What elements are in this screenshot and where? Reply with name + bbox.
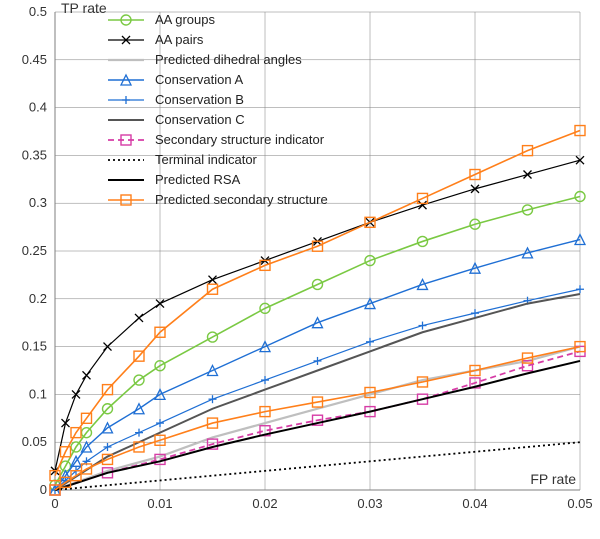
svg-text:0.01: 0.01 bbox=[147, 496, 172, 511]
svg-text:0.05: 0.05 bbox=[567, 496, 592, 511]
svg-text:0.35: 0.35 bbox=[22, 147, 47, 162]
svg-text:0.15: 0.15 bbox=[22, 339, 47, 354]
svg-text:FP rate: FP rate bbox=[530, 471, 576, 487]
svg-text:0.5: 0.5 bbox=[29, 4, 47, 19]
roc-chart: 0 0.01 0.02 0.03 0.04 0.05 0 0.05 0.1 0.15 0.2 0.25… bbox=[0, 0, 600, 539]
svg-text:0.05: 0.05 bbox=[22, 434, 47, 449]
svg-text:0.04: 0.04 bbox=[462, 496, 487, 511]
legend-label: Terminal indicator bbox=[155, 152, 258, 167]
svg-text:0.2: 0.2 bbox=[29, 291, 47, 306]
legend-label: AA pairs bbox=[155, 32, 204, 47]
svg-text:0.1: 0.1 bbox=[29, 386, 47, 401]
legend-label: Predicted secondary structure bbox=[155, 192, 328, 207]
legend-label: Conservation A bbox=[155, 72, 243, 87]
svg-text:TP rate: TP rate bbox=[61, 0, 107, 16]
svg-text:0.03: 0.03 bbox=[357, 496, 382, 511]
legend-label: Conservation C bbox=[155, 112, 245, 127]
legend-label: Predicted dihedral angles bbox=[155, 52, 302, 67]
legend-label: Secondary structure indicator bbox=[155, 132, 325, 147]
legend-label: Predicted RSA bbox=[155, 172, 241, 187]
svg-text:0.3: 0.3 bbox=[29, 195, 47, 210]
svg-text:0: 0 bbox=[51, 496, 58, 511]
svg-text:0.25: 0.25 bbox=[22, 243, 47, 258]
legend-label: AA groups bbox=[155, 12, 215, 27]
svg-text:0.4: 0.4 bbox=[29, 100, 47, 115]
svg-text:0.45: 0.45 bbox=[22, 52, 47, 67]
svg-text:0.02: 0.02 bbox=[252, 496, 277, 511]
svg-text:0: 0 bbox=[40, 482, 47, 497]
legend-label: Conservation B bbox=[155, 92, 244, 107]
